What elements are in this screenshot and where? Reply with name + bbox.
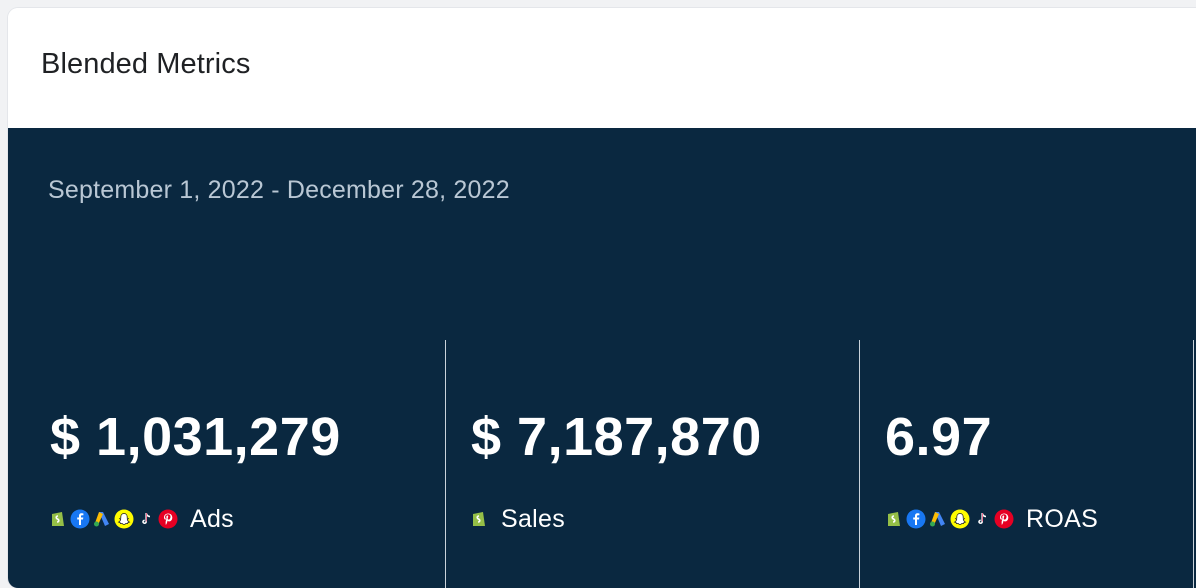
tiktok-icon [972, 509, 992, 529]
card-header: Blended Metrics [8, 8, 1196, 128]
metric-ads: $ 1,031,279 [8, 340, 444, 588]
google-ads-icon [928, 509, 948, 529]
source-icons [48, 509, 180, 529]
metric-value: $ 1,031,279 [50, 407, 341, 467]
card-title: Blended Metrics [41, 48, 251, 80]
tiktok-icon [136, 509, 156, 529]
pinterest-icon [994, 509, 1014, 529]
shopify-icon [469, 509, 489, 529]
metric-value: 6.97 [885, 407, 993, 467]
facebook-icon [906, 509, 926, 529]
metric-value: $ 7,187,870 [471, 407, 762, 467]
source-icons [469, 509, 491, 529]
shopify-icon [884, 509, 904, 529]
snapchat-icon [114, 509, 134, 529]
metric-label-row: Sales [469, 504, 565, 534]
pinterest-icon [158, 509, 178, 529]
metric-label: ROAS [1026, 504, 1099, 533]
metric-label: Ads [190, 504, 234, 533]
metric-sales: $ 7,187,870 Sales [445, 340, 859, 588]
metric-label: Sales [501, 504, 566, 533]
blended-metrics-card: Blended Metrics September 1, 2022 - Dece… [8, 8, 1196, 588]
google-ads-icon [92, 509, 112, 529]
metric-label-row: Ads [48, 504, 234, 534]
shopify-icon [48, 509, 68, 529]
metric-roas: 6.97 [859, 340, 1194, 588]
source-icons [884, 509, 1016, 529]
snapchat-icon [950, 509, 970, 529]
metrics-panel: September 1, 2022 - December 28, 2022 $ … [8, 128, 1196, 588]
metric-label-row: ROAS [884, 504, 1098, 534]
date-range: September 1, 2022 - December 28, 2022 [48, 176, 510, 204]
facebook-icon [70, 509, 90, 529]
